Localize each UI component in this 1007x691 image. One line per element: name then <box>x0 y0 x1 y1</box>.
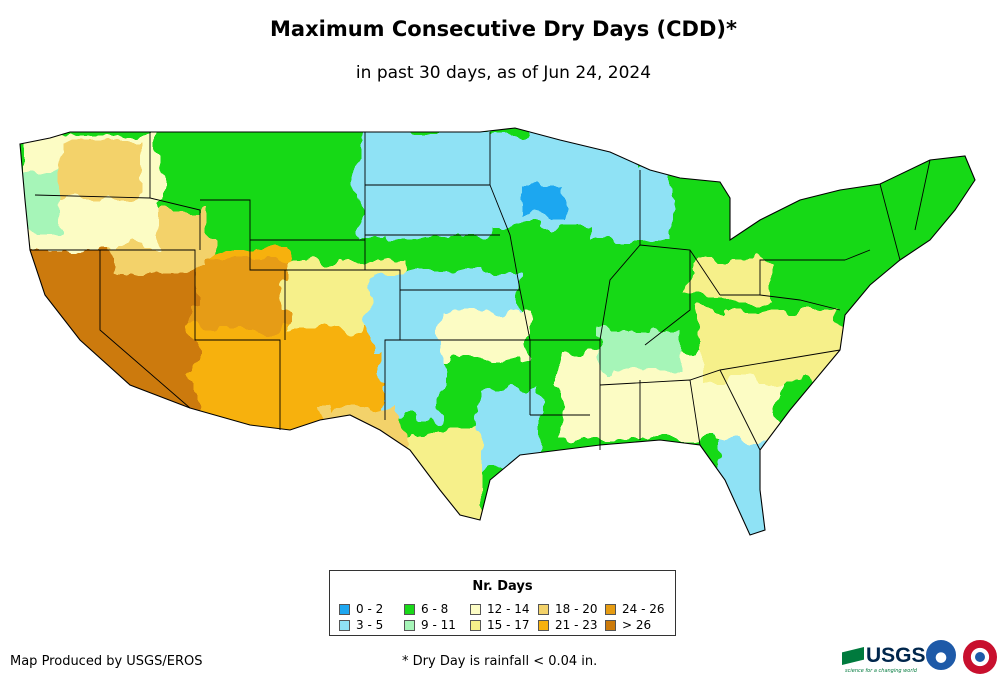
legend-swatch <box>470 603 481 615</box>
region-minnesota-core <box>520 185 560 215</box>
region-west-texas <box>380 330 440 420</box>
cdd-raster <box>20 128 975 535</box>
legend-label: 9 - 11 <box>421 618 456 632</box>
legend-label: 18 - 20 <box>555 602 598 616</box>
state-boundaries <box>19 127 976 536</box>
us-cdd-map <box>19 127 976 536</box>
legend-item-21-23: 21 - 23 <box>538 618 598 632</box>
map-credit: Map Produced by USGS/EROS <box>10 654 203 669</box>
legend-label: 0 - 2 <box>356 602 384 616</box>
legend-item-12-14: 12 - 14 <box>470 602 530 616</box>
legend-label: 12 - 14 <box>487 602 530 616</box>
legend-item-6-8: 6 - 8 <box>404 602 448 616</box>
legend-swatch <box>404 619 415 631</box>
region-east-texas <box>480 390 540 470</box>
legend-swatch <box>605 603 616 615</box>
region-oregon-interior <box>60 140 140 200</box>
us-outline <box>19 127 976 536</box>
region-south-texas <box>400 430 480 530</box>
usgs-logo: USGS <box>842 644 926 668</box>
nws-logo-icon <box>963 640 997 674</box>
region-mid-atlantic-south <box>700 310 840 380</box>
region-california-nevada-arizona <box>20 250 200 450</box>
usgs-logo-text: USGS <box>866 644 926 667</box>
legend-item-over-26: > 26 <box>605 618 651 632</box>
legend-item-0-2: 0 - 2 <box>339 602 383 616</box>
legend-title: Nr. Days <box>472 579 533 594</box>
legend-label: > 26 <box>622 618 652 632</box>
legend-swatch <box>605 619 616 631</box>
legend-box: Nr. Days 0 - 2 3 - 5 6 - 8 9 - 11 12 - 1… <box>329 570 676 636</box>
legend-item-24-26: 24 - 26 <box>605 602 665 616</box>
legend-item-15-17: 15 - 17 <box>470 618 530 632</box>
legend-swatch <box>339 603 350 615</box>
region-coast <box>20 170 60 230</box>
agency-logos: USGS science for a changing world <box>842 638 1002 678</box>
legend-swatch <box>470 619 481 631</box>
region-tennessee-valley <box>600 330 680 370</box>
usgs-tagline: science for a changing world <box>845 668 917 674</box>
legend-label: 24 - 26 <box>622 602 665 616</box>
legend-swatch <box>404 603 415 615</box>
dry-day-footnote: * Dry Day is rainfall < 0.04 in. <box>402 654 598 669</box>
legend-label: 15 - 17 <box>487 618 530 632</box>
legend-label: 6 - 8 <box>421 602 449 616</box>
region-ohio <box>690 260 770 300</box>
region-utah <box>195 260 285 330</box>
noaa-logo-icon <box>926 640 956 670</box>
region-oklahoma <box>440 310 530 360</box>
legend-item-9-11: 9 - 11 <box>404 618 456 632</box>
map-title: Maximum Consecutive Dry Days (CDD)* <box>270 17 737 41</box>
legend-swatch <box>538 603 549 615</box>
legend-item-18-20: 18 - 20 <box>538 602 598 616</box>
legend-label: 3 - 5 <box>356 618 384 632</box>
legend-item-3-5: 3 - 5 <box>339 618 383 632</box>
map-subtitle: in past 30 days, as of Jun 24, 2024 <box>355 63 652 83</box>
legend-label: 21 - 23 <box>555 618 598 632</box>
legend-swatch <box>538 619 549 631</box>
legend-swatch <box>339 619 350 631</box>
usgs-mark-icon <box>842 647 864 665</box>
region-lake-michigan-shore <box>590 170 670 240</box>
